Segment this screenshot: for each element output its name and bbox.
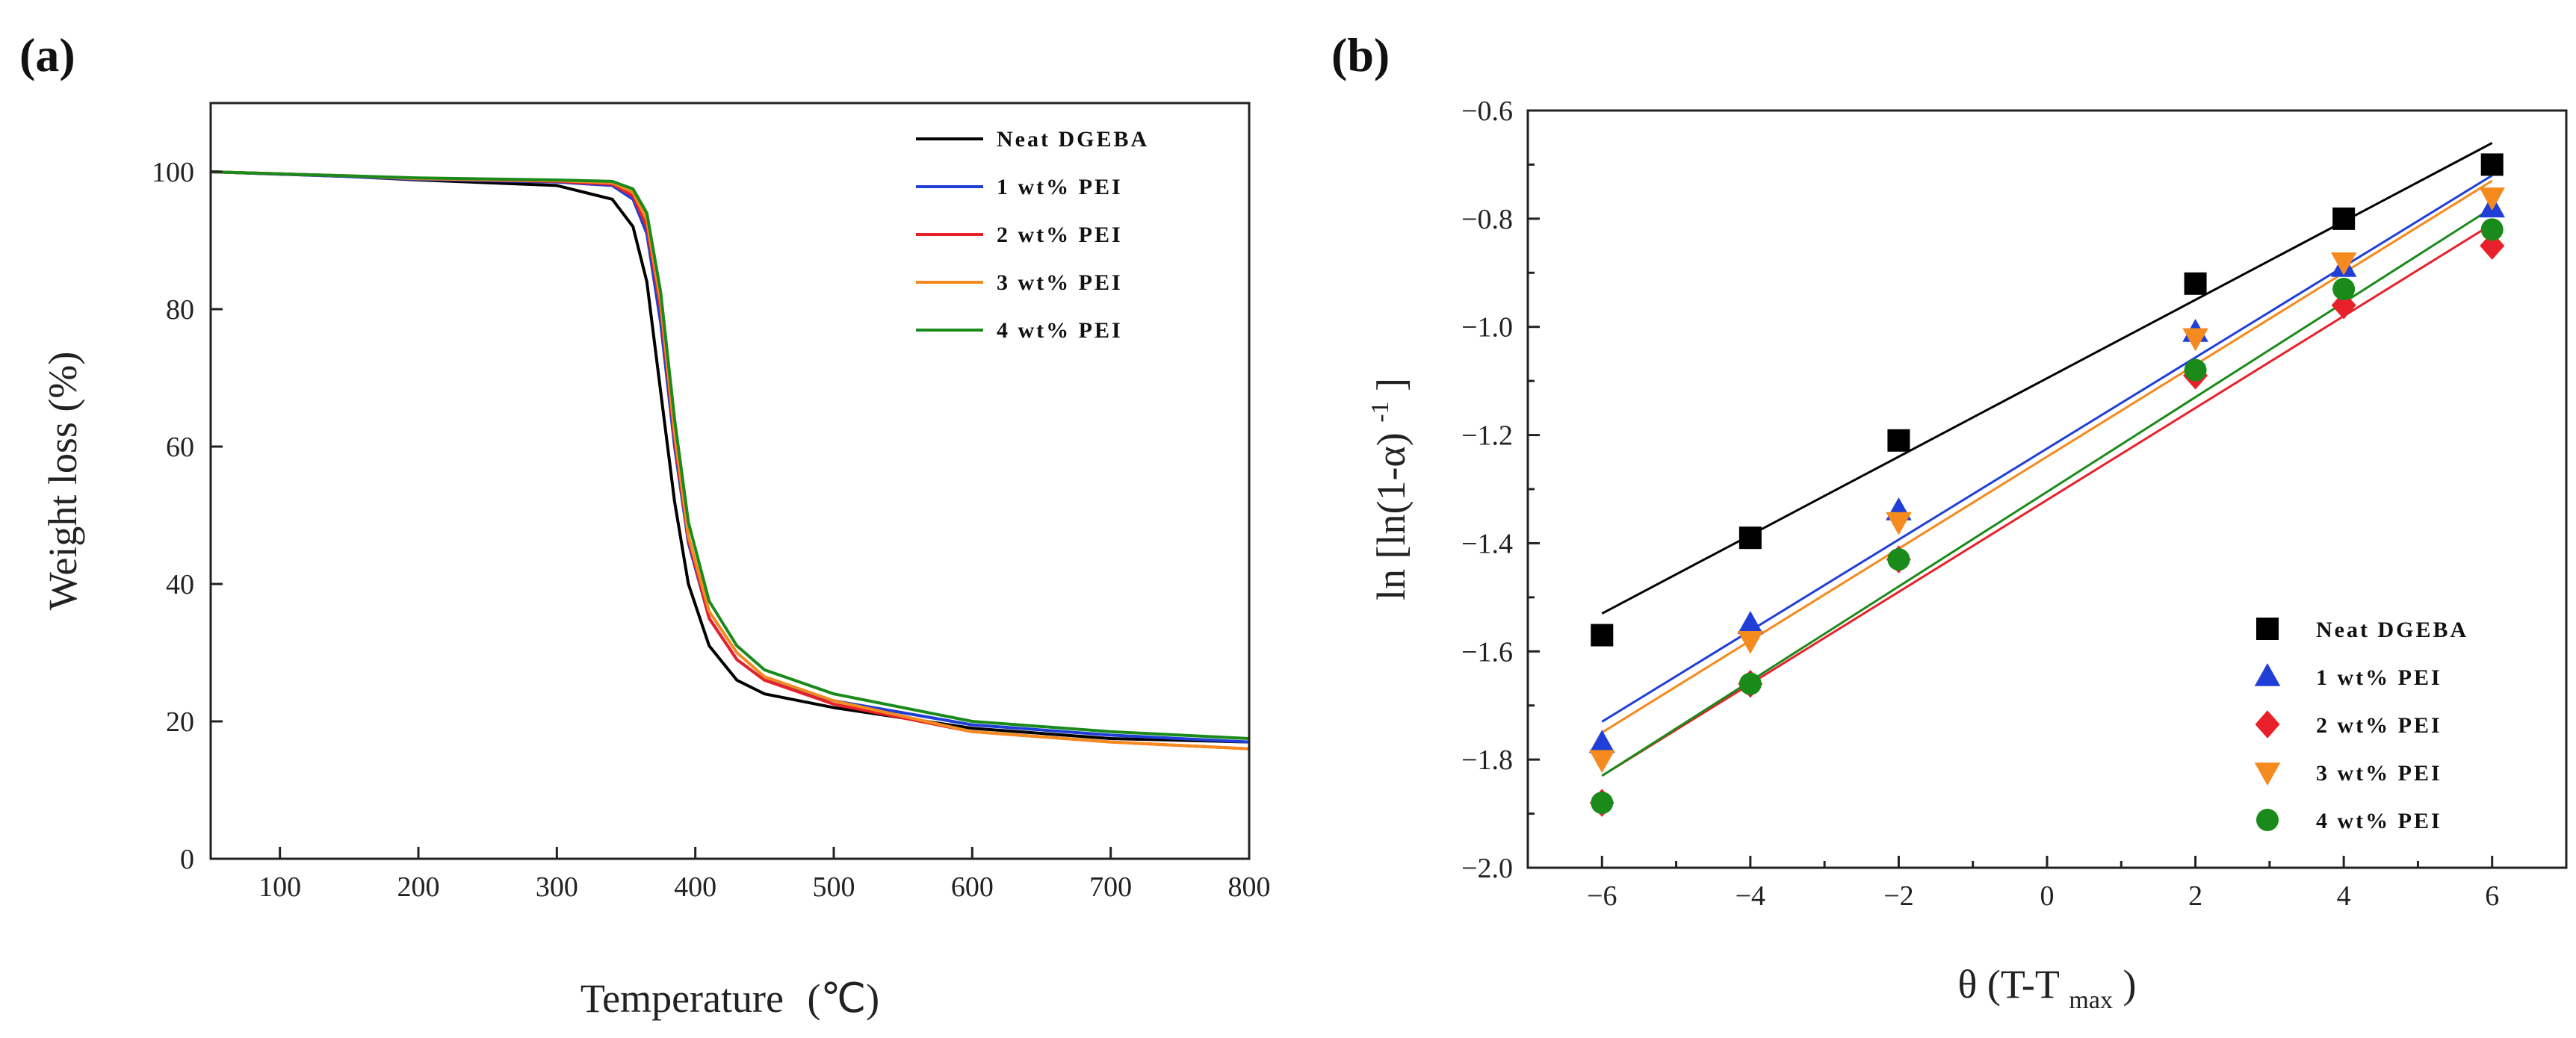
panel-b-fit-neat-dgeba [1601, 142, 2493, 615]
panel-b-point-4-wt-pei [1591, 792, 1614, 815]
panel-b-ytick-label: −1.0 [1461, 312, 1513, 344]
panel-b-legend: Neat DGEBA 1 wt% PEI 2 wt% PEI 3 wt% PEI 4 w… [2254, 618, 2468, 833]
panel-b-point-4-wt-pei [1739, 672, 1762, 695]
panel-b-legend-marker-neat-dgeba [2256, 618, 2279, 640]
panel-a-line-neat-dgeba [210, 170, 1250, 744]
panel-a-xlabel: Temperature (℃) [580, 976, 879, 1021]
panel-a-ytick-label: 20 [166, 706, 194, 738]
panel-a-xtick-label: 400 [674, 871, 716, 903]
panel-a-xtick-label: 300 [536, 871, 578, 903]
panel-b-point-4-wt-pei [2480, 218, 2504, 241]
panel-b-ylabel-sup: -1 [1366, 401, 1394, 422]
panel-b-legend-marker-4-wt-pei [2256, 809, 2279, 831]
panel-a-ytick-label: 60 [166, 432, 194, 463]
panel-b-ytick-label: −0.6 [1461, 96, 1513, 127]
panel-b-legend-label-1-wt-pei: 1 wt% PEI [2316, 665, 2442, 690]
panel-b-point-1-wt-pei [1589, 730, 1615, 753]
panel-b-point-neat-dgeba [2184, 272, 2207, 295]
panel-a: (a) 100 200 300 400 500 600 700 800020406080100… [19, 28, 1271, 1021]
panel-b-data-points [1589, 153, 2505, 817]
panel-a-legend-label-3-wt-pei: 3 wt% PEI [997, 270, 1123, 295]
panel-a-xtick-label: 200 [397, 871, 440, 903]
panel-b-point-neat-dgeba [1591, 624, 1614, 647]
panel-a-xtick-label: 600 [951, 871, 994, 903]
panel-a-xtick-label: 100 [258, 871, 301, 903]
panel-b-legend-marker-1-wt-pei [2254, 663, 2281, 686]
panel-b-point-neat-dgeba [2332, 207, 2356, 230]
panel-b-xlabel-sub: max [2069, 986, 2113, 1014]
panel-b-legend-label-4-wt-pei: 4 wt% PEI [2316, 809, 2442, 833]
panel-b-ytick-label: −2.0 [1461, 853, 1513, 884]
panel-a-xtick-label: 700 [1089, 871, 1132, 903]
panel-a-label: (a) [19, 28, 75, 81]
panel-a-line-2-wt-pei [210, 170, 1250, 750]
panel-b-point-neat-dgeba [1887, 429, 1910, 452]
panel-a-xlabel-text: Temperature [580, 976, 784, 1021]
panel-b-xtick-label: 0 [2040, 880, 2055, 912]
panel-a-xtick-label: 500 [813, 871, 855, 903]
panel-b-xtick-label: 6 [2485, 880, 2499, 912]
panel-a-xlabel-unit: (℃) [807, 976, 879, 1021]
panel-a-ylabel: Weight loss (%) [40, 352, 85, 611]
panel-b-xlabel: θ (T-T max ) [1958, 962, 2137, 1017]
panel-b-point-1-wt-pei [1737, 611, 1764, 634]
panel-a-legend-label-neat-dgeba: Neat DGEBA [997, 127, 1149, 152]
panel-a-series-lines [210, 170, 1250, 750]
panel-b-ytick-label: −1.8 [1461, 745, 1513, 776]
panel-b-legend-label-3-wt-pei: 3 wt% PEI [2316, 761, 2442, 786]
panel-b-point-3-wt-pei [2182, 328, 2208, 352]
panel-a-line-4-wt-pei [210, 170, 1250, 740]
panel-a-ytick-label: 0 [180, 844, 194, 875]
panel-b-ylabel-text: ln [ln(1-α) [1369, 432, 1414, 600]
panel-b-fit-2-wt-pei [1601, 223, 2493, 777]
panel-b-xlabel-end: ) [2123, 962, 2136, 1007]
panel-b-ytick-label: −0.8 [1461, 204, 1513, 235]
panel-b-point-3-wt-pei [2330, 252, 2357, 276]
panel-b-xtick-label: −4 [1736, 880, 1765, 912]
panel-b-xtick-label: 4 [2337, 880, 2351, 912]
panel-b-ylabel-end: ] [1369, 378, 1414, 391]
panel-b-legend-marker-3-wt-pei [2254, 762, 2281, 786]
panel-a-plot-frame [209, 102, 1251, 860]
panel-b-plot-frame [1526, 109, 2568, 869]
panel-a-line-1-wt-pei [210, 170, 1250, 744]
panel-b-point-4-wt-pei [2332, 278, 2356, 301]
panel-a-line-3-wt-pei [210, 170, 1250, 750]
panel-b-point-3-wt-pei [1886, 512, 1912, 535]
panel-a-xtick-label: 800 [1228, 871, 1271, 903]
panel-b-xtick-label: 2 [2188, 880, 2202, 912]
panel-b-legend-label-neat-dgeba: Neat DGEBA [2316, 618, 2468, 642]
panel-b-ytick-label: −1.6 [1461, 636, 1513, 668]
panel-a-legend-label-4-wt-pei: 4 wt% PEI [997, 318, 1123, 343]
panel-b-point-neat-dgeba [2480, 153, 2504, 176]
panel-a-legend-label-1-wt-pei: 1 wt% PEI [997, 175, 1123, 199]
panel-b-fit-3-wt-pei [1601, 179, 2493, 734]
panel-b-point-3-wt-pei [1589, 750, 1615, 774]
panel-b-xlabel-text: θ (T-T [1958, 962, 2060, 1007]
panel-b-ytick-label: −1.4 [1461, 528, 1513, 559]
panel-b-point-3-wt-pei [2479, 187, 2505, 211]
panel-b-legend-label-2-wt-pei: 2 wt% PEI [2316, 713, 2442, 738]
panel-b-point-4-wt-pei [1887, 548, 1910, 571]
panel-b-legend-marker-2-wt-pei [2255, 710, 2280, 739]
panel-a-ytick-label: 40 [166, 569, 194, 600]
panel-a-ytick-label: 100 [152, 157, 194, 188]
panel-b-label: (b) [1331, 28, 1390, 81]
panel-b-fit-4-wt-pei [1601, 207, 2493, 777]
panel-a-y-axis-title: Weight loss (%) [40, 352, 85, 611]
panel-b-ticks: −6 −4 −2 0 2 4 6 −2.0 −1.8 −1.6 −1.4 −1.2 −1.0 −0.8 −0… [1461, 96, 2499, 912]
panel-b-point-4-wt-pei [2184, 358, 2207, 382]
panel-a-legend-label-2-wt-pei: 2 wt% PEI [997, 223, 1123, 247]
panel-b-ylabel: ln [ln(1-α) -1 ] [1352, 378, 1414, 600]
panel-b-ytick-label: −1.2 [1461, 420, 1513, 452]
panel-a-ticks: 100 200 300 400 500 600 700 800 0 20 40 60 80 100 [152, 157, 1271, 903]
panel-a-legend: Neat DGEBA 1 wt% PEI 2 wt% PEI 3 wt% PEI 4 w… [916, 127, 1149, 343]
panel-b-point-neat-dgeba [1739, 526, 1762, 550]
panel-b-xtick-label: −6 [1587, 880, 1617, 912]
panel-b: (b) −6 −4 −2 0 2 4 6 −2.0 −1.8 −1.6 −1.4 −1.2 −1.0 −0… [1331, 28, 2568, 1017]
panel-a-ytick-label: 80 [166, 294, 194, 326]
panel-b-point-3-wt-pei [1737, 631, 1764, 654]
panel-b-xtick-label: −2 [1883, 880, 1913, 912]
